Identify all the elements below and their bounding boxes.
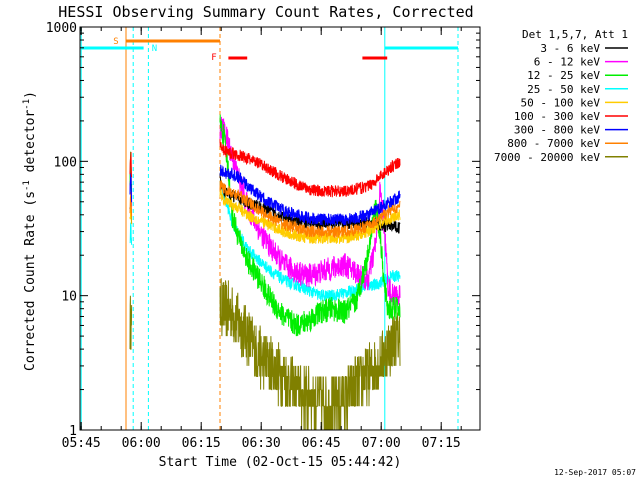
ylabel-sup2: -1 [22,99,32,110]
series-trace [219,278,401,431]
ylabel-mid: detector [23,110,38,181]
y-tick-label: 1 [69,424,77,439]
series-100-300kev [129,139,401,198]
x-tick-label: 06:15 [182,436,221,451]
series-300-800kev [129,164,401,226]
series-trace [219,180,401,239]
x-axis-label: Start Time (02-Oct-15 05:44:42) [159,455,402,470]
plot-frame [79,26,481,431]
x-tick-label: 06:00 [122,436,161,451]
series-trace [129,295,133,350]
legend-label: 6 - 12 keV [534,56,601,69]
plot-area: S N F [80,27,459,431]
series-7000-20000kev [129,278,401,431]
legend-label: 800 - 7000 keV [507,137,600,150]
legend-label: 3 - 6 keV [540,42,600,55]
ylabel-end: ) [23,91,38,99]
y-axis-label: Corrected Count Rate (s-1 detector-1) [22,91,38,371]
flag-marker-n: N [152,44,157,54]
y-tick-label: 100 [54,155,77,170]
x-tick-label: 05:45 [62,436,101,451]
flag-marker-s: S [113,37,118,47]
ylabel-sup1: -1 [22,180,32,191]
timestamp: 12-Sep-2017 05:07 [554,468,636,477]
legend-label: 25 - 50 keV [527,83,600,96]
chart-title: HESSI Observing Summary Count Rates, Cor… [58,3,473,21]
legend-label: 50 - 100 keV [521,96,601,109]
legend-label: 100 - 300 keV [514,110,600,123]
series-800-7000kev [129,180,401,239]
legend-label: 7000 - 20000 keV [494,151,600,164]
legend-title: Det 1,5,7, Att 1 [522,28,628,41]
series-trace [219,139,401,198]
legend-label: 12 - 25 keV [527,69,600,82]
y-tick-label: 1000 [46,21,77,36]
y-tick-label: 10 [61,290,77,305]
x-tick-label: 07:15 [422,436,461,451]
ylabel-main: Corrected Count Rate (s [23,191,38,371]
axes: 1 10 100 1000 05:45 06:00 06:15 06:30 06:45 07:00… [46,21,481,451]
x-tick-label: 06:30 [242,436,281,451]
x-tick-label: 06:45 [302,436,341,451]
flag-marker-f: F [211,53,216,63]
series-trace [129,222,133,245]
series-trace [219,114,401,337]
series-trace [129,191,133,217]
series-trace [129,172,133,203]
series-trace [219,164,401,226]
series-trace [129,151,133,178]
x-tick-label: 07:00 [362,436,401,451]
legend-label: 300 - 800 keV [514,124,600,137]
